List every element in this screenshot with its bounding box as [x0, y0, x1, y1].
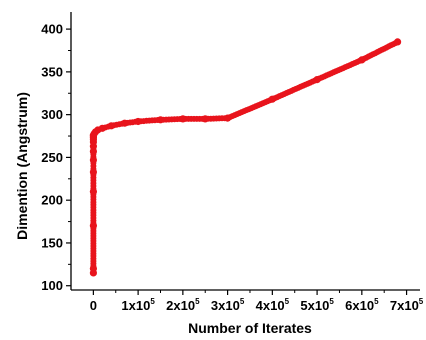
data-point [89, 147, 97, 155]
data-point [224, 114, 232, 122]
x-tick-label: 6x105 [345, 297, 379, 313]
series-marker-trail [90, 40, 399, 276]
data-point [89, 156, 97, 164]
y-tick-label: 200 [41, 193, 63, 208]
data-point [179, 115, 187, 123]
data-point [121, 119, 129, 127]
x-tick-label: 4x105 [256, 297, 290, 313]
data-point [89, 222, 97, 230]
y-tick-label: 400 [41, 22, 63, 37]
data-point [98, 124, 106, 132]
data-point [89, 188, 97, 196]
y-tick-label: 100 [41, 278, 63, 293]
data-point [358, 56, 366, 64]
y-axis-title: Dimention (Angstrum) [14, 92, 30, 240]
x-tick-label: 2x105 [166, 297, 200, 313]
data-point [107, 122, 115, 130]
data-point [313, 76, 321, 84]
x-tick-label: 3x105 [211, 297, 245, 313]
data-point [89, 265, 97, 273]
data-point [394, 38, 402, 46]
x-tick-label: 7x105 [390, 297, 424, 313]
series-line [91, 40, 399, 273]
y-tick-label: 250 [41, 150, 63, 165]
y-tick-label: 150 [41, 235, 63, 250]
data-point [268, 95, 276, 103]
x-axis-title: Number of Iterates [188, 320, 312, 336]
y-tick-label: 350 [41, 64, 63, 79]
x-tick-label: 5x105 [300, 297, 334, 313]
plot-area [89, 38, 402, 277]
x-tick-label: 1x105 [121, 297, 155, 313]
data-point [134, 117, 142, 126]
x-tick-label: 0 [90, 298, 97, 313]
data-point [89, 168, 97, 176]
data-point [156, 116, 165, 124]
axes: 100 150 200 250 300 350 400 0 1x105 2x105 3x105 4x1… [41, 12, 424, 313]
y-tick-label: 300 [41, 107, 63, 122]
data-point [201, 115, 209, 123]
